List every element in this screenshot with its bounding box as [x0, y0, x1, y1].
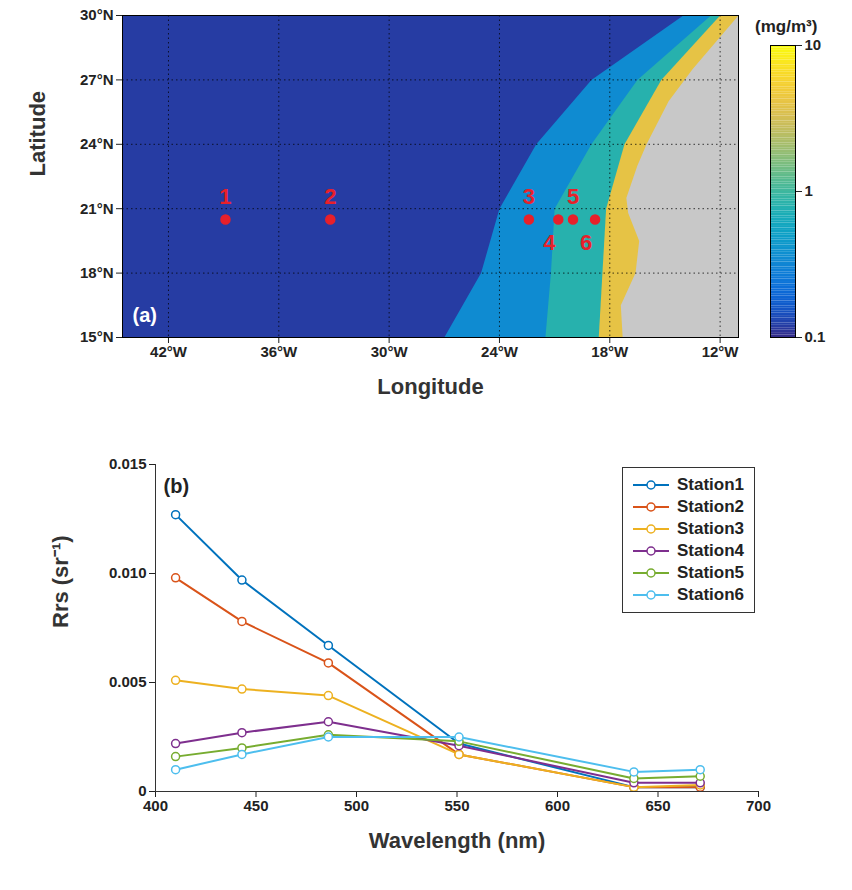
svg-text:Wavelength (nm): Wavelength (nm) — [369, 828, 545, 853]
svg-text:3: 3 — [523, 184, 535, 209]
svg-text:24°W: 24°W — [481, 343, 519, 360]
svg-text:Rrs (sr⁻¹): Rrs (sr⁻¹) — [48, 535, 73, 628]
svg-text:500: 500 — [344, 797, 369, 814]
html-text:Station1: Station1 — [676, 475, 744, 494]
svg-text:4: 4 — [543, 230, 556, 255]
svg-text:0.1: 0.1 — [805, 328, 826, 345]
svg-text:10: 10 — [805, 36, 822, 53]
svg-text:0: 0 — [138, 782, 147, 800]
svg-text:600: 600 — [545, 797, 570, 814]
svg-text:0.010: 0.010 — [109, 564, 147, 581]
svg-text:(b): (b) — [164, 475, 190, 497]
svg-text:Longitude: Longitude — [377, 374, 483, 399]
svg-text:400: 400 — [143, 797, 168, 814]
svg-text:5: 5 — [567, 184, 579, 209]
html-text:Station5: Station5 — [676, 563, 744, 582]
svg-text:42°W: 42°W — [150, 343, 188, 360]
svg-text:(mg/m³): (mg/m³) — [755, 17, 817, 36]
svg-text:700: 700 — [746, 797, 771, 814]
html-text:Station2: Station2 — [676, 497, 744, 516]
svg-text:30°W: 30°W — [371, 343, 409, 360]
svg-text:1: 1 — [219, 184, 231, 209]
html-text:Station4: Station4 — [676, 541, 744, 560]
svg-text:15°N: 15°N — [80, 328, 114, 345]
svg-text:0.015: 0.015 — [109, 455, 147, 472]
svg-text:30°N: 30°N — [80, 6, 114, 23]
svg-text:21°N: 21°N — [80, 200, 114, 217]
svg-text:18°W: 18°W — [591, 343, 629, 360]
svg-text:1: 1 — [805, 182, 813, 199]
svg-text:6: 6 — [580, 230, 592, 255]
svg-text:27°N: 27°N — [80, 71, 114, 88]
svg-text:18°N: 18°N — [80, 264, 114, 281]
svg-text:650: 650 — [645, 797, 670, 814]
svg-text:Latitude: Latitude — [25, 91, 50, 177]
svg-text:36°W: 36°W — [260, 343, 298, 360]
svg-text:24°N: 24°N — [80, 135, 114, 152]
svg-text:0.005: 0.005 — [109, 673, 147, 690]
svg-text:(a): (a) — [133, 304, 157, 326]
svg-text:2: 2 — [324, 184, 336, 209]
html-text:Station6: Station6 — [676, 585, 744, 604]
svg-text:550: 550 — [444, 797, 469, 814]
svg-text:450: 450 — [243, 797, 268, 814]
svg-text:12°W: 12°W — [702, 343, 740, 360]
html-text:Station3: Station3 — [676, 519, 744, 538]
